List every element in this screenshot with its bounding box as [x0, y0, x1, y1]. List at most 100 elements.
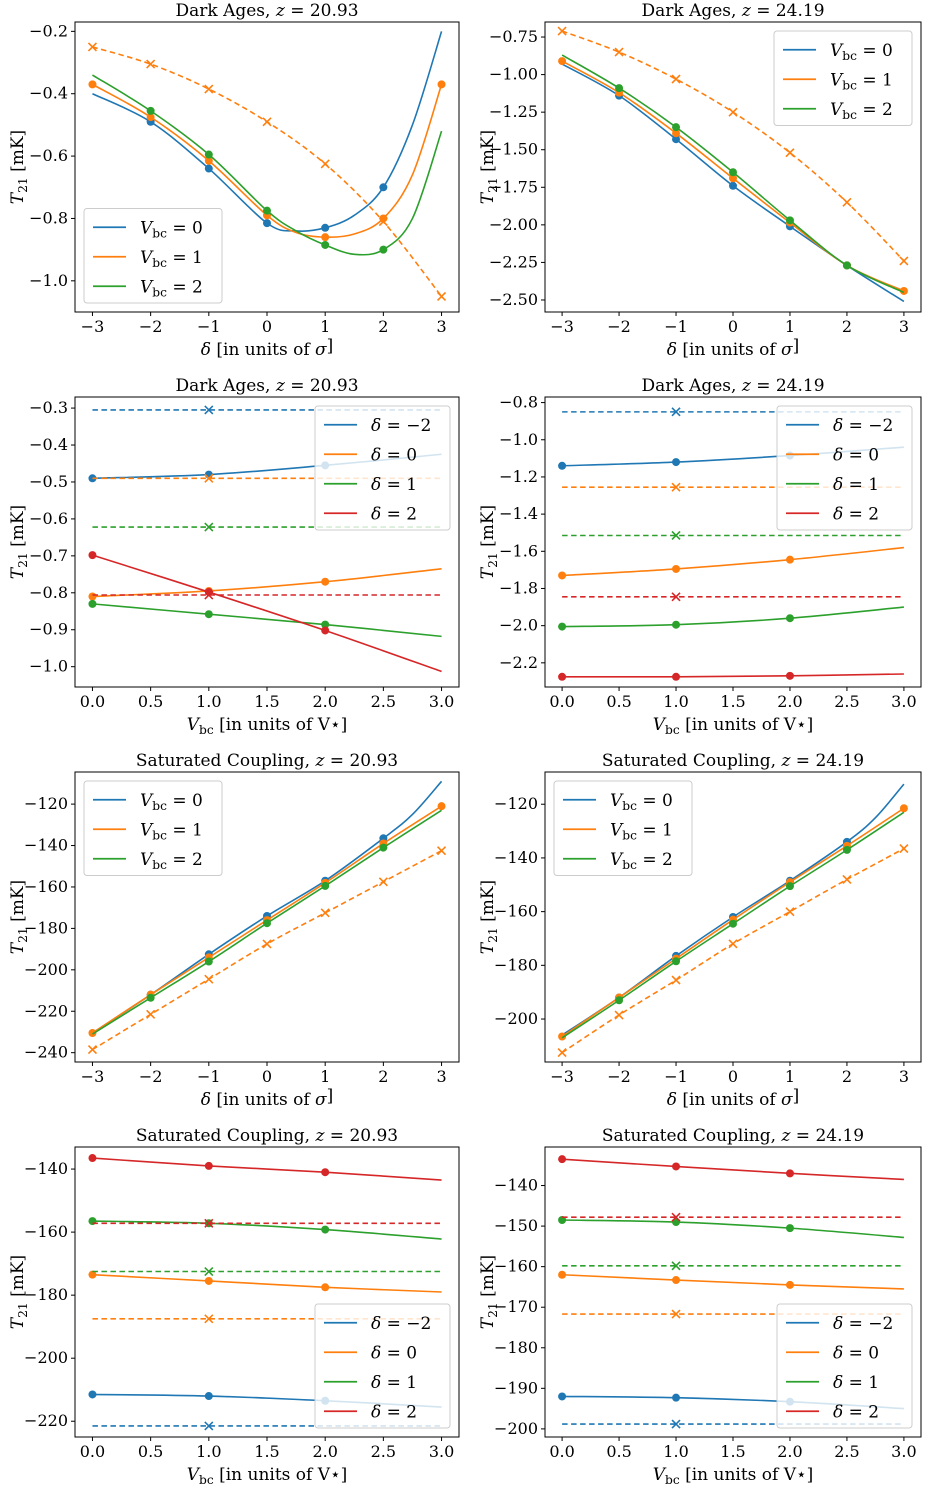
y-tick-label: −160	[494, 902, 538, 921]
x-tick-label: −3	[550, 317, 574, 336]
data-point-x	[204, 590, 214, 600]
legend-label: δ = 2	[371, 1402, 417, 1422]
legend: Vbc = 0 Vbc = 1 Vbc = 2	[773, 30, 913, 126]
legend-box	[314, 405, 451, 531]
y-tick-label: −0.4	[29, 84, 68, 103]
data-point-x	[557, 1048, 567, 1058]
x-tick-label: 3.0	[891, 1442, 916, 1461]
y-tick-label: −180	[24, 1285, 68, 1304]
y-tick-label: −160	[24, 1222, 68, 1241]
y-axis-label: T21 [mK]	[8, 880, 30, 954]
y-tick-label: −1.2	[499, 467, 538, 486]
series-line-3	[92, 603, 442, 638]
data-point	[558, 672, 567, 681]
data-point-x	[671, 1212, 681, 1222]
data-point-x	[785, 148, 795, 158]
data-point	[321, 577, 330, 586]
data-point	[672, 458, 681, 467]
legend-label: δ = 1	[833, 475, 879, 495]
chart-title: Saturated Coupling, z = 24.19	[602, 1126, 864, 1146]
x-tick-label: 1.0	[663, 1442, 688, 1461]
y-tick-label: −120	[24, 794, 68, 813]
x-tick-label: 3.0	[429, 1442, 454, 1461]
y-tick-label: −1.6	[499, 541, 538, 560]
x-tick-label: 2.0	[312, 692, 337, 711]
y-tick-label: −140	[24, 1159, 68, 1178]
series-line-1	[92, 31, 443, 232]
x-tick-label: 3.0	[891, 692, 916, 711]
y-tick-label: −180	[494, 1338, 538, 1357]
data-point	[672, 620, 681, 629]
data-point	[615, 84, 624, 93]
x-tick-label: 0	[728, 317, 738, 336]
data-point	[842, 845, 851, 854]
data-point-x	[320, 908, 330, 918]
y-axis-label: T21 [mK]	[478, 505, 500, 579]
data-point	[204, 164, 213, 173]
data-point	[263, 919, 271, 928]
legend-label: δ = 1	[371, 475, 417, 495]
data-point	[321, 881, 330, 890]
data-point-x	[87, 42, 98, 52]
series-line-4	[561, 847, 905, 1054]
chart-panel-3: 0.0 0.5 1.0 1.5 2.0 2.5 3.0 −1.0 −0.9 −0.8 −0.7 −0.…	[8, 376, 460, 737]
x-tick-label: 1.0	[196, 1442, 221, 1461]
series-line-3	[92, 1220, 442, 1240]
data-point	[88, 1270, 97, 1279]
data-point	[204, 1161, 213, 1170]
data-point	[204, 610, 213, 619]
data-point-x	[204, 473, 214, 483]
data-point-x	[262, 117, 272, 127]
x-axis-label: Vbc [in units of V⋆]	[187, 715, 348, 737]
x-tick-label: 0.5	[606, 1442, 631, 1461]
x-tick-label: 1.0	[196, 692, 221, 711]
chart-title: Dark Ages, z = 24.19	[641, 1, 824, 21]
legend-box	[83, 208, 223, 304]
data-point	[558, 1155, 567, 1164]
y-tick-label: −170	[494, 1297, 538, 1316]
data-point	[672, 129, 681, 138]
y-tick-label: −150	[494, 1216, 538, 1235]
chart-title: Dark Ages, z = 20.93	[175, 376, 358, 396]
legend: Vbc = 0 Vbc = 1 Vbc = 2	[83, 780, 223, 876]
legend: δ = −2 δ = 0 δ = 1 δ = 2	[314, 405, 451, 531]
y-tick-label: −240	[24, 1043, 68, 1062]
plot-area	[87, 31, 447, 301]
y-tick-label: −160	[494, 1257, 538, 1276]
data-point-x	[671, 592, 681, 602]
data-point-x	[378, 877, 388, 887]
x-tick-label: 2	[842, 1067, 852, 1086]
x-tick-label: 1.5	[254, 1442, 279, 1461]
x-tick-label: 0	[262, 1067, 272, 1086]
x-tick-label: 2.5	[371, 692, 396, 711]
x-tick-label: 1	[785, 1067, 795, 1086]
data-point	[672, 672, 681, 681]
x-tick-label: −1	[664, 317, 688, 336]
x-tick-label: 0.5	[138, 1442, 163, 1461]
data-point-x	[728, 939, 738, 949]
x-tick-label: −2	[139, 1067, 163, 1086]
x-tick-label: 1.5	[720, 1442, 745, 1461]
legend-label: Vbc = 0	[830, 41, 893, 63]
data-point	[672, 1393, 681, 1402]
data-point	[558, 57, 567, 66]
x-axis-label: δ [in units of σ]	[667, 1086, 800, 1110]
y-tick-label: −2.00	[489, 215, 538, 234]
legend-label: Vbc = 1	[140, 248, 203, 270]
x-tick-label: 3	[899, 317, 909, 336]
legend-label: Vbc = 1	[140, 820, 203, 842]
chart-panel-8: 0.0 0.5 1.0 1.5 2.0 2.5 3.0 −200 −190 −180 −170 −16…	[478, 1126, 922, 1487]
x-tick-label: 3	[899, 1067, 909, 1086]
y-tick-label: −220	[24, 1001, 68, 1020]
data-point	[785, 216, 794, 225]
y-tick-label: −2.25	[489, 252, 538, 271]
data-point-x	[320, 159, 330, 169]
data-point	[88, 1390, 97, 1399]
y-tick-label: −0.8	[499, 393, 538, 412]
x-axis-label: δ [in units of σ]	[667, 336, 800, 360]
legend-label: δ = 0	[833, 1343, 879, 1363]
plot-area	[557, 26, 909, 303]
data-point	[558, 571, 567, 580]
legend-label: δ = 2	[833, 1402, 879, 1422]
y-axis-label: T21 [mK]	[478, 130, 500, 204]
